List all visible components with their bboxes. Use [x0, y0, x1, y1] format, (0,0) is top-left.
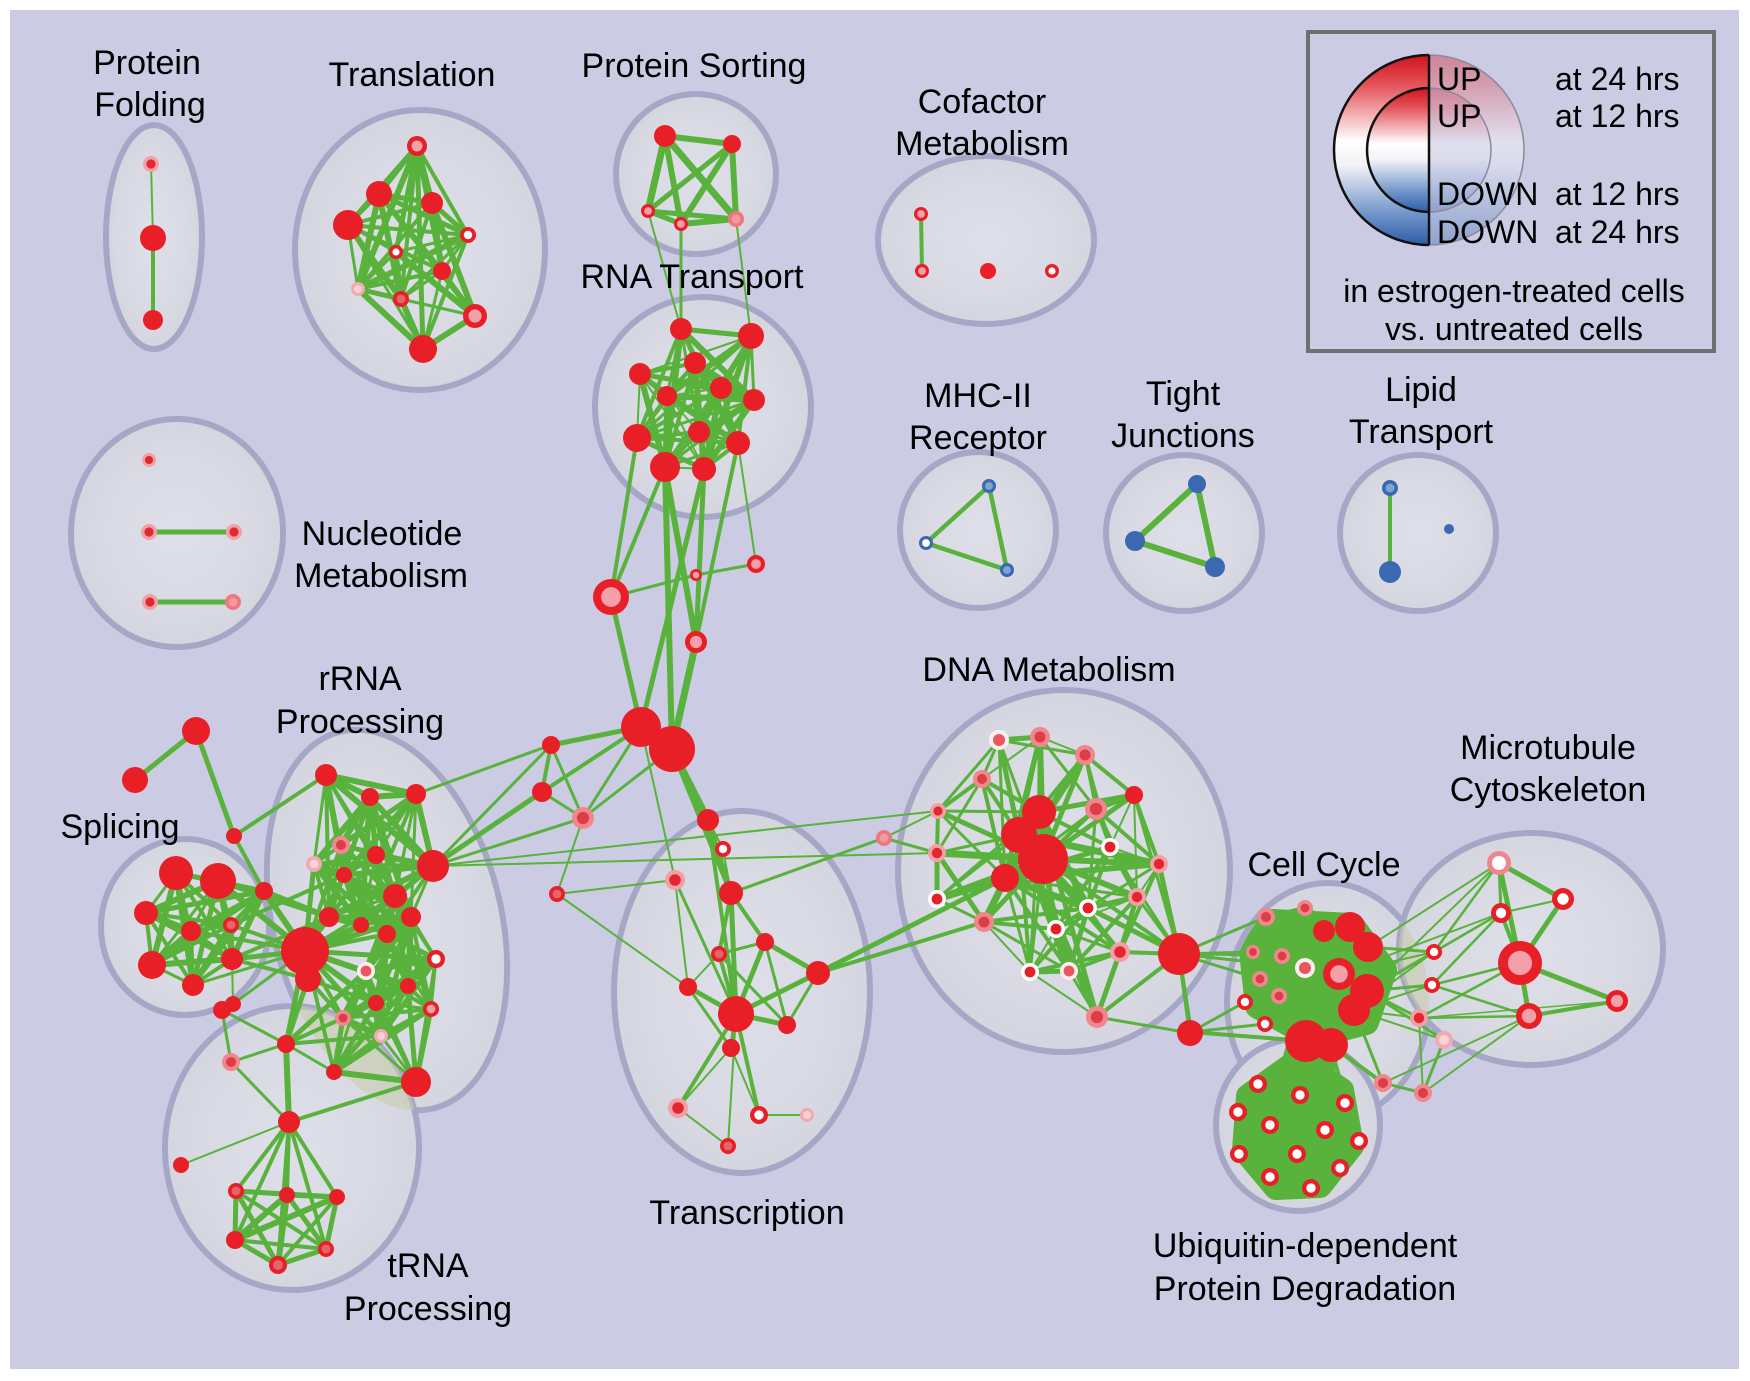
- svg-text:Processing: Processing: [276, 703, 444, 741]
- svg-text:DOWN: DOWN: [1437, 214, 1538, 250]
- svg-text:Processing: Processing: [344, 1290, 512, 1328]
- svg-text:Protein: Protein: [93, 44, 201, 82]
- svg-text:Microtubule: Microtubule: [1460, 729, 1636, 767]
- svg-text:Metabolism: Metabolism: [895, 125, 1069, 163]
- svg-text:tRNA: tRNA: [387, 1247, 469, 1285]
- svg-text:MHC-II: MHC-II: [924, 377, 1032, 415]
- svg-text:Protein Sorting: Protein Sorting: [582, 47, 807, 85]
- svg-text:Ubiquitin-dependent: Ubiquitin-dependent: [1153, 1227, 1458, 1265]
- svg-text:vs. untreated cells: vs. untreated cells: [1385, 311, 1643, 347]
- svg-text:at 24 hrs: at 24 hrs: [1555, 214, 1680, 250]
- svg-text:Nucleotide: Nucleotide: [302, 515, 463, 553]
- svg-text:Junctions: Junctions: [1111, 417, 1255, 455]
- svg-text:at 12 hrs: at 12 hrs: [1555, 176, 1680, 212]
- svg-text:Tight: Tight: [1146, 375, 1221, 413]
- svg-text:UP: UP: [1437, 61, 1481, 97]
- svg-text:Receptor: Receptor: [909, 419, 1047, 457]
- svg-text:Translation: Translation: [329, 56, 496, 94]
- svg-text:Protein Degradation: Protein Degradation: [1154, 1270, 1456, 1308]
- svg-text:UP: UP: [1437, 98, 1481, 134]
- svg-text:Lipid: Lipid: [1385, 371, 1457, 409]
- svg-text:DOWN: DOWN: [1437, 176, 1538, 212]
- svg-text:Cytoskeleton: Cytoskeleton: [1450, 771, 1647, 809]
- svg-text:rRNA: rRNA: [318, 660, 401, 698]
- svg-text:Splicing: Splicing: [60, 808, 179, 846]
- svg-text:Transcription: Transcription: [649, 1194, 844, 1232]
- svg-text:Cofactor: Cofactor: [918, 83, 1047, 121]
- svg-text:Folding: Folding: [94, 86, 206, 124]
- svg-text:at 12 hrs: at 12 hrs: [1555, 98, 1680, 134]
- svg-text:Metabolism: Metabolism: [294, 557, 468, 595]
- svg-text:at 24 hrs: at 24 hrs: [1555, 61, 1680, 97]
- svg-text:Transport: Transport: [1349, 413, 1494, 451]
- svg-text:Cell Cycle: Cell Cycle: [1247, 846, 1400, 884]
- svg-text:RNA Transport: RNA Transport: [581, 258, 805, 296]
- svg-text:in estrogen-treated cells: in estrogen-treated cells: [1343, 273, 1685, 309]
- svg-text:DNA Metabolism: DNA Metabolism: [922, 651, 1175, 689]
